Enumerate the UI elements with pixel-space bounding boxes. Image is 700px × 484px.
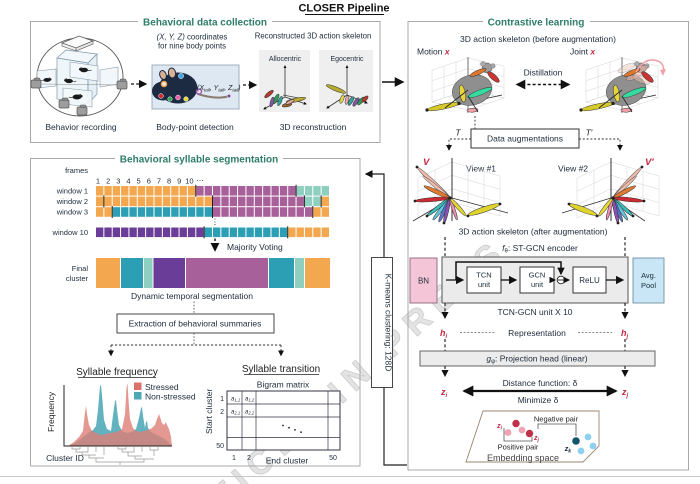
svg-text:zj: zj xyxy=(533,435,540,443)
svg-text:TCN-GCN unit X 10: TCN-GCN unit X 10 xyxy=(497,307,572,317)
svg-text:Reconstructed 3D action skelet: Reconstructed 3D action skeleton xyxy=(255,32,372,41)
svg-text:8: 8 xyxy=(167,177,171,186)
svg-text:cluster: cluster xyxy=(66,274,89,283)
svg-text:hi: hi xyxy=(440,328,448,340)
svg-text:Joint x: Joint x xyxy=(570,47,596,57)
svg-text:Allocentric: Allocentric xyxy=(269,56,302,63)
svg-text:a1,2: a1,2 xyxy=(245,397,255,403)
svg-text:zj: zj xyxy=(621,387,629,399)
svg-text:6: 6 xyxy=(147,177,151,186)
svg-text:a1,1: a1,1 xyxy=(231,397,240,403)
svg-text:Motion x: Motion x xyxy=(417,47,451,57)
svg-text:GCN: GCN xyxy=(529,271,546,280)
svg-text:a2,1: a2,1 xyxy=(231,410,240,416)
svg-text:Behavioral syllable segmentati: Behavioral syllable segmentation xyxy=(120,155,278,166)
svg-text:View #1: View #1 xyxy=(466,164,496,174)
svg-text:Majority Voting: Majority Voting xyxy=(227,242,283,252)
svg-text:window 3: window 3 xyxy=(56,208,88,217)
svg-text:Contrastive learning: Contrastive learning xyxy=(488,18,585,29)
svg-text:zk: zk xyxy=(564,446,572,454)
svg-text:K-means clustering: 128D: K-means clustering: 128D xyxy=(384,274,394,372)
svg-text:⋯: ⋯ xyxy=(196,176,204,185)
svg-text:Start cluster: Start cluster xyxy=(204,388,214,434)
svg-text:Bigram matrix: Bigram matrix xyxy=(257,380,310,390)
svg-text:Positive pair: Positive pair xyxy=(498,443,539,452)
svg-text:a2,2: a2,2 xyxy=(245,410,255,416)
svg-text:50: 50 xyxy=(329,455,337,462)
svg-text:Cluster ID: Cluster ID xyxy=(46,453,84,463)
svg-text:TCN: TCN xyxy=(476,271,491,280)
svg-text:gφ: Projection head (linear): gφ: Projection head (linear) xyxy=(486,354,587,366)
svg-text:5: 5 xyxy=(137,177,141,186)
svg-text:window 2: window 2 xyxy=(56,197,88,206)
svg-text:Dynamic temporal segmentation: Dynamic temporal segmentation xyxy=(131,291,253,301)
svg-text:Stressed: Stressed xyxy=(145,382,179,392)
svg-text:T′: T′ xyxy=(586,128,593,138)
svg-text:(X, Y, Z) coordinates: (X, Y, Z) coordinates xyxy=(157,33,228,42)
svg-text:Behavioral data collection: Behavioral data collection xyxy=(143,18,267,29)
svg-text:View #2: View #2 xyxy=(558,164,588,174)
svg-text:2: 2 xyxy=(247,455,251,462)
svg-text:Syllable frequency: Syllable frequency xyxy=(76,367,158,378)
svg-text:window 1: window 1 xyxy=(56,186,88,195)
svg-text:window 10: window 10 xyxy=(52,228,88,237)
svg-text:3D reconstruction: 3D reconstruction xyxy=(280,122,347,132)
svg-text:(Xtail, Ytail, Ztail): (Xtail, Ytail, Ztail) xyxy=(197,85,241,93)
svg-text:Negative pair: Negative pair xyxy=(534,415,579,424)
svg-text:1: 1 xyxy=(220,396,224,403)
svg-text:unit: unit xyxy=(478,280,491,289)
svg-text:Egocentric: Egocentric xyxy=(330,56,364,63)
svg-text:Avg.: Avg. xyxy=(641,271,656,280)
svg-text:3: 3 xyxy=(116,177,120,186)
svg-text:Extraction of behavioral summa: Extraction of behavioral summaries xyxy=(129,319,262,329)
svg-text:T: T xyxy=(455,128,461,138)
svg-text:7: 7 xyxy=(157,177,161,186)
svg-text:Distance function: δ: Distance function: δ xyxy=(503,378,578,388)
svg-text:Body-point detection: Body-point detection xyxy=(156,122,234,132)
svg-text:zi: zi xyxy=(440,387,448,399)
svg-text:Final: Final xyxy=(72,264,89,273)
svg-text:fθ: ST-GCN encoder: fθ: ST-GCN encoder xyxy=(502,243,578,255)
svg-text:10: 10 xyxy=(185,177,193,186)
svg-text:BN: BN xyxy=(418,277,429,286)
svg-text:Frequency: Frequency xyxy=(46,391,56,432)
svg-text:3D action skeleton (before aug: 3D action skeleton (before augmentation) xyxy=(460,34,616,44)
svg-text:frames: frames xyxy=(65,166,88,175)
svg-text:Embedding space: Embedding space xyxy=(487,453,559,463)
svg-text:Syllable transition: Syllable transition xyxy=(242,364,320,375)
svg-text:Distillation: Distillation xyxy=(524,68,563,78)
svg-text:ReLU: ReLU xyxy=(579,276,600,285)
svg-text:⋮: ⋮ xyxy=(211,218,219,227)
svg-text:Data augmentations: Data augmentations xyxy=(487,134,563,144)
svg-text:Behavior recording: Behavior recording xyxy=(45,122,117,132)
svg-text:V′: V′ xyxy=(645,157,654,168)
svg-text:50: 50 xyxy=(216,443,224,450)
svg-text:Minimize δ: Minimize δ xyxy=(518,395,559,405)
svg-text:2: 2 xyxy=(220,409,224,416)
svg-text:unit: unit xyxy=(531,280,544,289)
svg-text:for nine body points: for nine body points xyxy=(158,42,226,51)
svg-text:Representation: Representation xyxy=(508,328,566,338)
svg-text:zi: zi xyxy=(496,423,503,431)
svg-text:9: 9 xyxy=(177,177,181,186)
svg-text:V: V xyxy=(423,157,430,168)
svg-text:1: 1 xyxy=(96,177,100,186)
svg-text:3D action skeleton (after augm: 3D action skeleton (after augmentation) xyxy=(459,227,608,237)
svg-text:End cluster: End cluster xyxy=(266,456,309,466)
svg-text:Non-stressed: Non-stressed xyxy=(145,392,196,402)
svg-text:Pool: Pool xyxy=(641,281,656,290)
svg-text:2: 2 xyxy=(106,177,110,186)
svg-text:hj: hj xyxy=(621,328,629,340)
svg-text:4: 4 xyxy=(126,177,130,186)
svg-text:CLOSER Pipeline: CLOSER Pipeline xyxy=(298,3,389,15)
svg-text:1: 1 xyxy=(232,455,236,462)
